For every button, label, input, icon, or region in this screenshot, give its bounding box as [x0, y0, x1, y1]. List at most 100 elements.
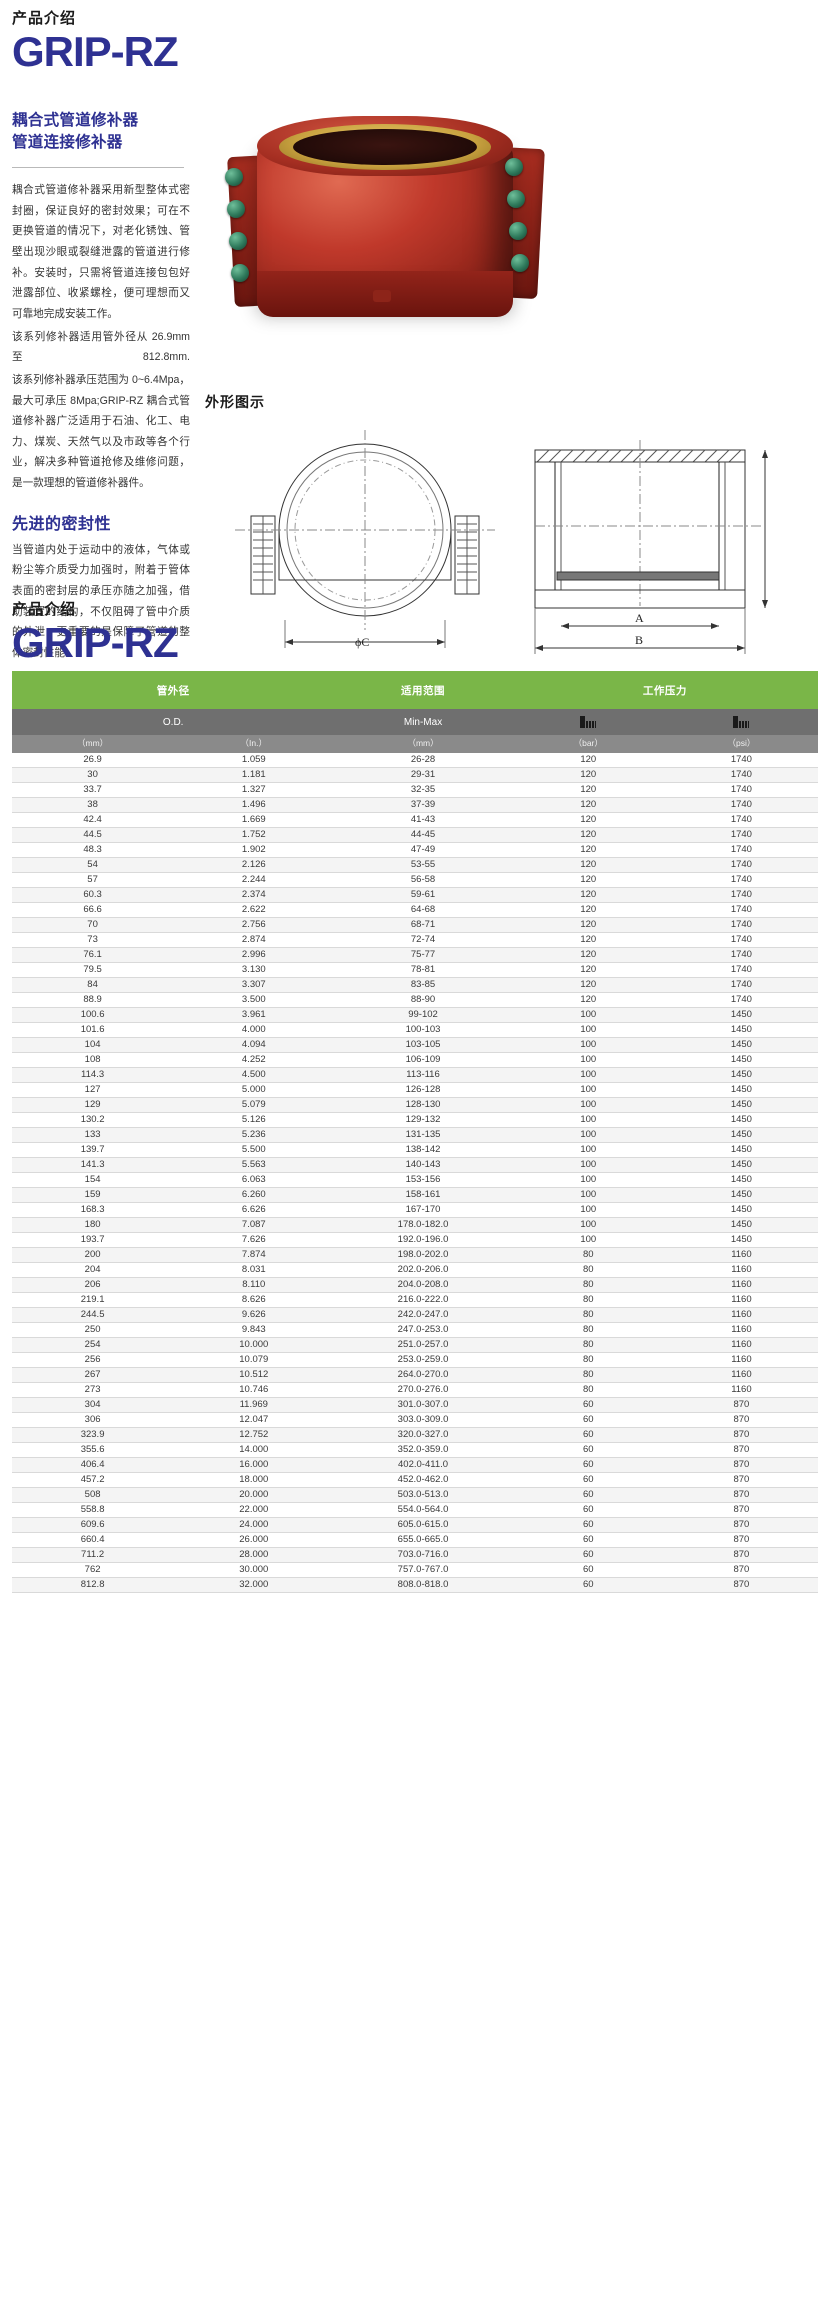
spec-cell-od_in: 5.500	[173, 1142, 335, 1158]
spec-cell-od_mm: 73	[12, 932, 174, 948]
table-row: 306 12.047 303.0-309.0 60 870	[12, 1412, 818, 1428]
spec-cell-bar: 60	[511, 1472, 665, 1488]
spec-cell-psi: 1740	[664, 872, 818, 888]
spec-cell-bar: 100	[511, 1217, 665, 1233]
spec-cell-od_mm: 180	[12, 1217, 174, 1233]
spec-cell-range_mm: 32-35	[334, 782, 512, 798]
spec-cell-od_mm: 57	[12, 872, 174, 888]
product-photo-image	[205, 96, 600, 381]
spec-cell-psi: 1740	[664, 992, 818, 1008]
spec-cell-bar: 100	[511, 1112, 665, 1128]
spec-cell-psi: 1740	[664, 857, 818, 873]
table-row: 206 8.110 204.0-208.0 80 1160	[12, 1277, 818, 1293]
table-row: 193.7 7.626 192.0-196.0 100 1450	[12, 1232, 818, 1248]
table-row: 273 10.746 270.0-276.0 80 1160	[12, 1382, 818, 1398]
spec-cell-od_mm: 355.6	[12, 1442, 174, 1458]
spec-cell-range_mm: 64-68	[334, 902, 512, 918]
spec-group-header-row: 管外径 适用范围 工作压力	[12, 671, 818, 710]
spec-cell-bar: 80	[511, 1382, 665, 1398]
spec-cell-od_in: 5.126	[173, 1112, 335, 1128]
spec-group-pressure: 工作压力	[511, 671, 818, 710]
spec-cell-od_mm: 133	[12, 1127, 174, 1143]
spec-cell-psi: 1450	[664, 1142, 818, 1158]
product-photo	[205, 96, 600, 381]
spec-cell-range_mm: 88-90	[334, 992, 512, 1008]
spec-cell-psi: 1160	[664, 1367, 818, 1383]
spec-cell-od_in: 10.079	[173, 1352, 335, 1368]
spec-cell-psi: 1160	[664, 1262, 818, 1278]
table-row: 558.8 22.000 554.0-564.0 60 870	[12, 1502, 818, 1518]
spec-cell-od_mm: 48.3	[12, 842, 174, 858]
spec-cell-od_mm: 30	[12, 767, 174, 783]
spec-group-range: 适用范围	[334, 671, 512, 710]
spec-cell-bar: 80	[511, 1292, 665, 1308]
spec-cell-bar: 120	[511, 902, 665, 918]
spec-cell-psi: 1450	[664, 1172, 818, 1188]
section-spec-table: 产品介绍 GRIP-RZ 管外径 适用范围 工作压力 O.D. Min-Max	[0, 595, 830, 1603]
spec-cell-range_mm: 44-45	[334, 827, 512, 843]
spec-cell-od_in: 10.512	[173, 1367, 335, 1383]
spec-cell-od_in: 1.669	[173, 812, 335, 828]
table-row: 42.4 1.669 41-43 120 1740	[12, 812, 818, 828]
spec-cell-bar: 60	[511, 1517, 665, 1533]
spec-cell-od_mm: 104	[12, 1037, 174, 1053]
intro-paragraph-1: 耦合式管道修补器采用新型整体式密封圈，保证良好的密封效果；可在不更换管道的情况下…	[12, 183, 190, 320]
spec-cell-od_mm: 139.7	[12, 1142, 174, 1158]
spec-cell-range_mm: 242.0-247.0	[334, 1307, 512, 1323]
spec-cell-od_mm: 204	[12, 1262, 174, 1278]
outline-drawing-title: 外形图示	[205, 394, 265, 410]
spec-cell-psi: 870	[664, 1517, 818, 1533]
spec-cell-bar: 120	[511, 932, 665, 948]
spec-cell-psi: 1450	[664, 1067, 818, 1083]
spec-cell-od_in: 3.307	[173, 977, 335, 993]
spec-cell-psi: 1740	[664, 812, 818, 828]
table-row: 508 20.000 503.0-513.0 60 870	[12, 1487, 818, 1503]
table-row: 104 4.094 103-105 100 1450	[12, 1037, 818, 1053]
table-row: 130.2 5.126 129-132 100 1450	[12, 1112, 818, 1128]
spec-cell-od_in: 7.874	[173, 1247, 335, 1263]
spec-cell-range_mm: 75-77	[334, 947, 512, 963]
spec-cell-psi: 1740	[664, 827, 818, 843]
bolt-icon	[225, 168, 243, 186]
spec-cell-psi: 870	[664, 1547, 818, 1563]
spec-cell-bar: 80	[511, 1322, 665, 1338]
table-row: 204 8.031 202.0-206.0 80 1160	[12, 1262, 818, 1278]
spec-cell-od_mm: 54	[12, 857, 174, 873]
spec-cell-od_mm: 273	[12, 1382, 174, 1398]
spec-cell-range_mm: 131-135	[334, 1127, 512, 1143]
spec-cell-od_in: 3.130	[173, 962, 335, 978]
table-row: 256 10.079 253.0-259.0 80 1160	[12, 1352, 818, 1368]
spec-cell-od_mm: 88.9	[12, 992, 174, 1008]
spec-cell-od_in: 6.626	[173, 1202, 335, 1218]
spec-cell-range_mm: 129-132	[334, 1112, 512, 1128]
bolt-icon	[227, 200, 245, 218]
intro-paragraph-3: 该系列修补器承压范围为 0~6.4Mpa，最大可承压 8Mpa;GRIP-RZ …	[12, 373, 190, 490]
spec-cell-range_mm: 126-128	[334, 1082, 512, 1098]
spec-cell-od_in: 16.000	[173, 1457, 335, 1473]
spec-cell-bar: 80	[511, 1352, 665, 1368]
spec-cell-od_in: 2.756	[173, 917, 335, 933]
spec-cell-od_in: 1.902	[173, 842, 335, 858]
spec-cell-range_mm: 703.0-716.0	[334, 1547, 512, 1563]
spec-cell-od_in: 8.626	[173, 1292, 335, 1308]
spec-cell-bar: 120	[511, 962, 665, 978]
spec-cell-od_in: 3.500	[173, 992, 335, 1008]
spec-cell-bar: 120	[511, 947, 665, 963]
spec-cell-psi: 1450	[664, 1007, 818, 1023]
spec-cell-od_mm: 130.2	[12, 1112, 174, 1128]
spec-cell-psi: 870	[664, 1577, 818, 1593]
spec-cell-range_mm: 202.0-206.0	[334, 1262, 512, 1278]
spec-cell-bar: 120	[511, 782, 665, 798]
spec-cell-range_mm: 103-105	[334, 1037, 512, 1053]
table-row: 660.4 26.000 655.0-665.0 60 870	[12, 1532, 818, 1548]
spec-cell-bar: 100	[511, 1142, 665, 1158]
spec-cell-od_mm: 108	[12, 1052, 174, 1068]
spec-cell-bar: 120	[511, 827, 665, 843]
spec-cell-bar: 60	[511, 1427, 665, 1443]
table-row: 139.7 5.500 138-142 100 1450	[12, 1142, 818, 1158]
spec-cell-psi: 870	[664, 1457, 818, 1473]
spec-cell-od_in: 2.374	[173, 887, 335, 903]
table-row: 141.3 5.563 140-143 100 1450	[12, 1157, 818, 1173]
spec-subheader-bar	[511, 709, 665, 736]
spec-cell-range_mm: 198.0-202.0	[334, 1247, 512, 1263]
